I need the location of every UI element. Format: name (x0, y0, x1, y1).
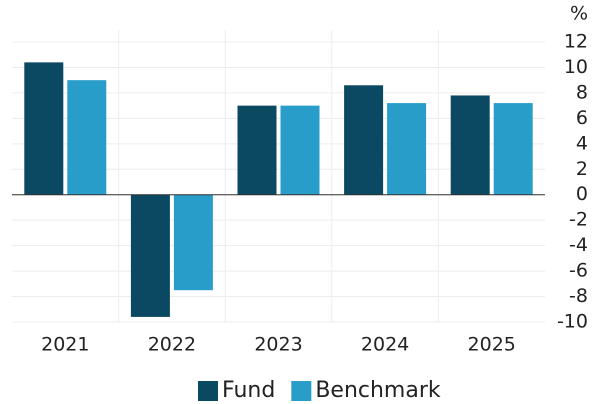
y-tick-label: 4 (576, 132, 588, 154)
y-tick-label: 10 (564, 56, 588, 78)
x-tick-label: 2025 (468, 334, 516, 356)
legend-swatch (291, 381, 312, 401)
bar (130, 194, 170, 317)
bar (493, 103, 533, 195)
y-tick-label: -4 (569, 234, 588, 256)
y-axis-label: % (570, 3, 588, 25)
y-tick-label: -6 (569, 260, 588, 282)
legend-swatch (198, 381, 218, 401)
bar (450, 95, 490, 195)
y-tick-label: 6 (576, 107, 588, 129)
bar (387, 103, 427, 195)
legend-label: Fund (222, 378, 275, 403)
y-tick-label: 8 (576, 81, 588, 103)
bar (237, 105, 277, 195)
y-tick-label: -10 (557, 311, 588, 333)
y-tick-label: -2 (569, 209, 588, 231)
y-tick-label: -8 (569, 285, 588, 307)
x-tick-label: 2022 (148, 334, 196, 356)
bar (24, 62, 64, 195)
y-tick-label: 2 (576, 158, 588, 180)
y-tick-label: 0 (576, 183, 588, 205)
bar (280, 105, 320, 195)
legend-label: Benchmark (315, 378, 441, 403)
x-tick-label: 2024 (361, 334, 409, 356)
x-tick-label: 2023 (254, 334, 302, 356)
x-tick-label: 2021 (41, 334, 89, 356)
y-tick-label: 12 (564, 31, 588, 53)
bar (173, 194, 213, 291)
bar (344, 85, 384, 195)
bar (67, 80, 107, 195)
